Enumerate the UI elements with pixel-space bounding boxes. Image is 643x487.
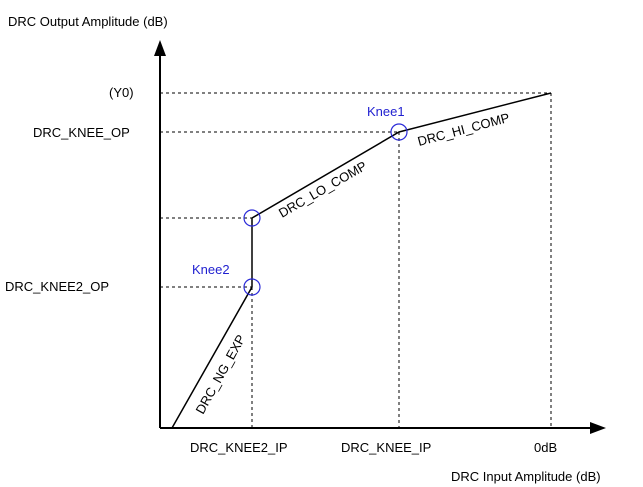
ng-exp-segment-label: DRC_NG_EXP — [193, 332, 249, 416]
knee1-circle-icon — [390, 123, 408, 141]
knee-ip-label: DRC_KNEE_IP — [341, 440, 431, 455]
x-axis-arrow-icon — [590, 422, 606, 434]
x-axis — [160, 422, 606, 434]
knee1-label: Knee1 — [367, 104, 405, 119]
knee2-ip-label: DRC_KNEE2_IP — [190, 440, 288, 455]
knee-op-label: DRC_KNEE_OP — [33, 125, 130, 140]
zero-db-label: 0dB — [534, 440, 557, 455]
guide-lines — [160, 92, 552, 428]
transfer-curve — [171, 92, 552, 429]
knee2-upper-circle-icon — [243, 209, 261, 227]
lo-comp-segment-label: DRC_LO_COMP — [276, 158, 369, 220]
knee2-label: Knee2 — [192, 262, 230, 277]
x-axis-title: DRC Input Amplitude (dB) — [451, 469, 601, 484]
knee2-circle-icon — [243, 278, 261, 296]
y-axis — [154, 40, 166, 428]
y0-label: (Y0) — [109, 85, 134, 100]
y-axis-arrow-icon — [154, 40, 166, 56]
y-axis-title: DRC Output Amplitude (dB) — [8, 14, 168, 29]
knee2-op-label: DRC_KNEE2_OP — [5, 279, 109, 294]
